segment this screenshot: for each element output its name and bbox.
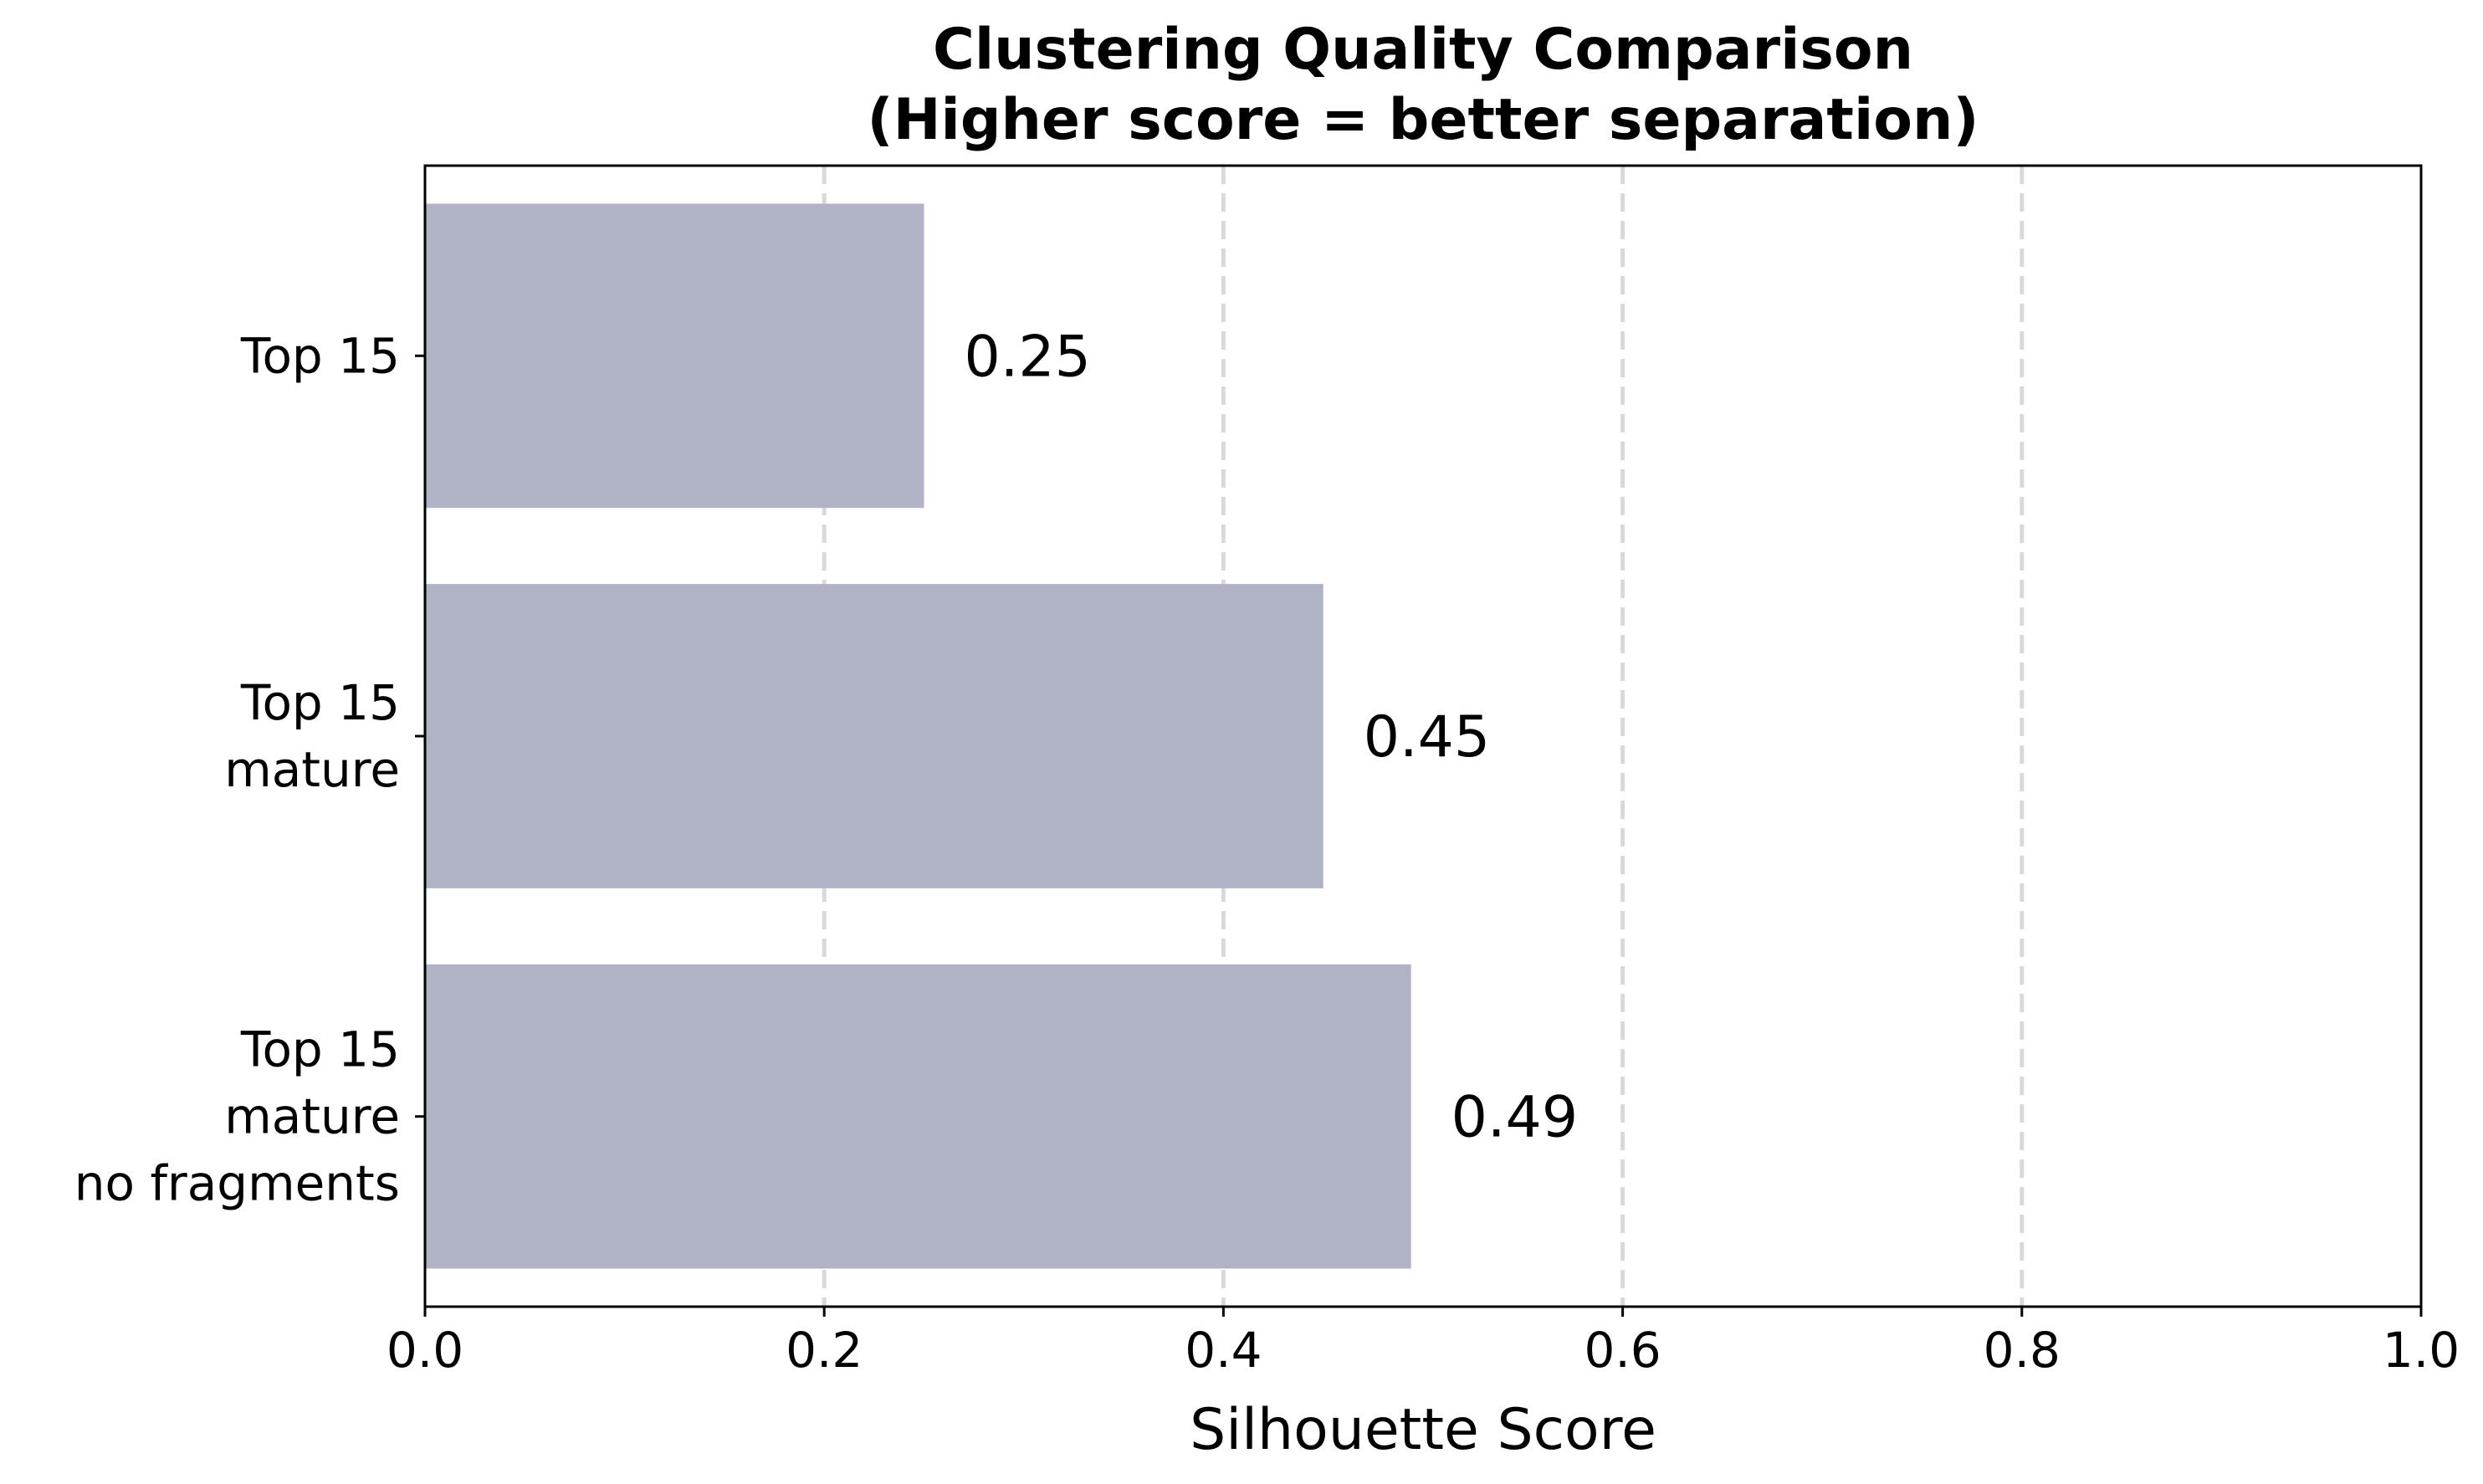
x-tick-label: 1.0 (2383, 1322, 2460, 1379)
y-category-label-line: Top 15 (240, 674, 400, 731)
y-axis-categories: Top 15 Top 15 mature Top 15 mature no fragmen… (74, 327, 425, 1212)
bar (425, 964, 1411, 1269)
y-category-label: Top 15 mature (224, 674, 400, 798)
bar-value-label: 0.45 (1364, 704, 1490, 770)
y-category-label-line: mature (224, 741, 400, 798)
y-category-label: Top 15 (240, 327, 400, 384)
bars (425, 203, 1411, 1269)
x-axis-label: Silhouette Score (1190, 1397, 1656, 1463)
y-category-label-line: mature (224, 1088, 400, 1145)
bar-value-label: 0.25 (965, 324, 1091, 390)
bar (425, 203, 924, 509)
bar-value-label: 0.49 (1451, 1085, 1578, 1151)
chart-title-line-2: (Higher score = better separation) (868, 87, 1979, 153)
x-tick-label: 0.6 (1584, 1322, 1661, 1379)
y-category-label-line: Top 15 (240, 1021, 400, 1078)
chart-title-line-1: Clustering Quality Comparison (933, 17, 1913, 83)
x-tick-label: 0.8 (1984, 1322, 2061, 1379)
y-category-label: Top 15 mature no fragments (74, 1021, 400, 1212)
value-labels: 0.25 0.45 0.49 (965, 324, 1579, 1150)
x-tick-label: 0.4 (1185, 1322, 1262, 1379)
x-tick-label: 0.0 (387, 1322, 463, 1379)
y-category-label-line: Top 15 (240, 327, 400, 384)
x-tick-label: 0.2 (786, 1322, 863, 1379)
y-category-label-line: no fragments (74, 1155, 400, 1212)
x-axis-ticks: 0.0 0.2 0.4 0.6 0.8 1.0 (387, 1307, 2460, 1379)
bar (425, 584, 1323, 888)
